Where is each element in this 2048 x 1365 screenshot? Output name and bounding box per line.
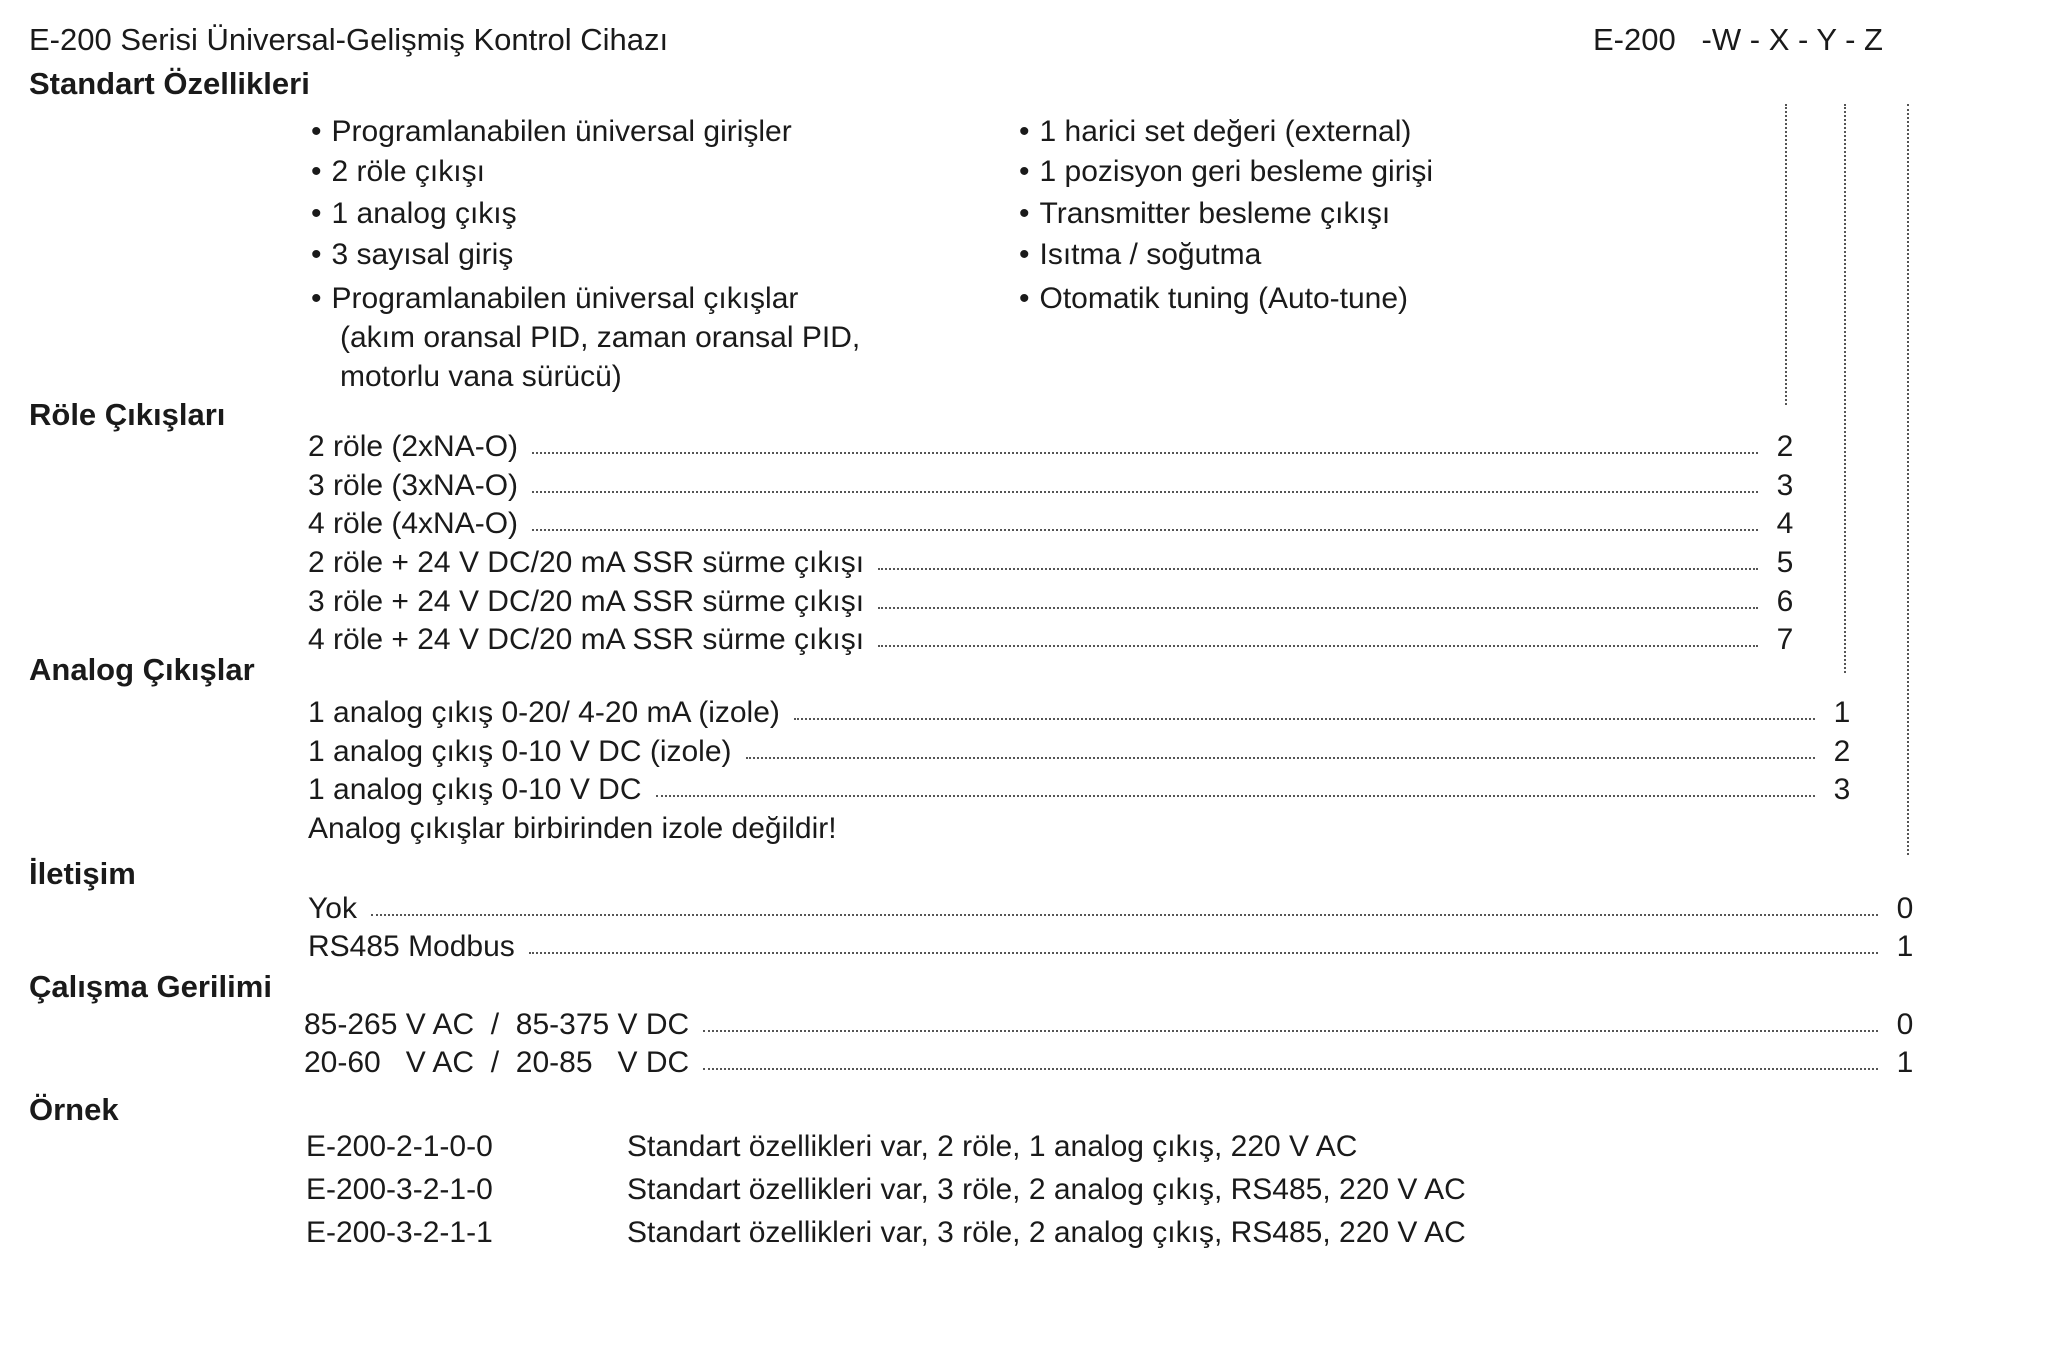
- option-row: 1 analog çıkış 0-10 V DC 3: [308, 772, 1855, 808]
- option-row: 1 analog çıkış 0-20/ 4-20 mA (izole) 1: [308, 695, 1855, 731]
- option-code: 6: [1776, 585, 1794, 618]
- document-title: E-200 Serisi Üniversal-Gelişmiş Kontrol …: [29, 22, 669, 57]
- w-column-guide: [1785, 104, 1787, 405]
- option-code: 4: [1776, 507, 1794, 540]
- option-row: 2 röle + 24 V DC/20 mA SSR sürme çıkışı 5: [308, 545, 1798, 581]
- example-code: E-200-3-2-1-1: [306, 1216, 493, 1249]
- dotted-leader: [370, 914, 1878, 916]
- option-row: 85-265 V AC / 85-375 V DC 0: [304, 1007, 1918, 1043]
- feature-item: 1 analog çıkış: [311, 196, 517, 232]
- option-label: 1 analog çıkış 0-10 V DC (izole): [308, 735, 732, 768]
- option-code: 0: [1896, 1008, 1914, 1041]
- option-row: Yok 0: [308, 891, 1918, 927]
- x-column-guide: [1844, 104, 1846, 673]
- option-code: 1: [1896, 1046, 1914, 1079]
- option-label: Yok: [308, 892, 357, 925]
- option-code: 0: [1896, 892, 1914, 925]
- feature-item: Programlanabilen üniversal girişler: [311, 114, 792, 150]
- dotted-leader: [878, 607, 1758, 609]
- example-code: E-200-3-2-1-0: [306, 1173, 493, 1206]
- option-label: 4 röle (4xNA-O): [308, 507, 519, 540]
- option-row: RS485 Modbus 1: [308, 929, 1918, 965]
- option-code: 2: [1833, 735, 1851, 768]
- option-code: 3: [1776, 469, 1794, 502]
- analog-note: Analog çıkışlar birbirinden izole değild…: [308, 812, 837, 845]
- heading-standard: Standart Özellikleri: [29, 66, 310, 101]
- dotted-leader: [532, 491, 1758, 493]
- feature-item: 1 harici set değeri (external): [1019, 114, 1412, 150]
- option-label: 3 röle (3xNA-O): [308, 469, 519, 502]
- option-code: 5: [1776, 546, 1794, 579]
- feature-item: 3 sayısal giriş: [311, 237, 514, 273]
- option-label: RS485 Modbus: [308, 930, 515, 963]
- option-label: 2 röle + 24 V DC/20 mA SSR sürme çıkışı: [308, 546, 865, 579]
- feature-item: Programlanabilen üniversal çıkışlar: [311, 281, 799, 317]
- example-description: Standart özellikleri var, 3 röle, 2 anal…: [627, 1173, 1466, 1206]
- option-code: 7: [1776, 623, 1794, 656]
- heading-relay: Röle Çıkışları: [29, 397, 226, 432]
- feature-note-line: motorlu vana sürücü): [340, 360, 622, 393]
- option-row: 4 röle + 24 V DC/20 mA SSR sürme çıkışı 7: [308, 622, 1798, 658]
- heading-voltage: Çalışma Gerilimi: [29, 969, 272, 1004]
- example-description: Standart özellikleri var, 3 röle, 2 anal…: [627, 1216, 1466, 1249]
- feature-item: Isıtma / soğutma: [1019, 237, 1262, 273]
- feature-item: 2 röle çıkışı: [311, 154, 485, 190]
- dotted-leader: [532, 529, 1758, 531]
- option-code: 3: [1833, 773, 1851, 806]
- dotted-leader: [528, 952, 1878, 954]
- dotted-leader: [745, 757, 1815, 759]
- dotted-leader: [655, 795, 1815, 797]
- feature-item: Otomatik tuning (Auto-tune): [1019, 281, 1409, 317]
- example-code: E-200-2-1-0-0: [306, 1130, 493, 1163]
- option-row: 4 röle (4xNA-O) 4: [308, 506, 1798, 542]
- example-description: Standart özellikleri var, 2 röle, 1 anal…: [627, 1130, 1358, 1163]
- option-label: 85-265 V AC / 85-375 V DC: [304, 1008, 690, 1041]
- option-label: 1 analog çıkış 0-20/ 4-20 mA (izole): [308, 696, 780, 729]
- order-code-pattern: E-200 -W - X - Y - Z: [1593, 22, 1883, 57]
- option-label: 20-60 V AC / 20-85 V DC: [304, 1046, 690, 1079]
- heading-analog: Analog Çıkışlar: [29, 652, 255, 687]
- heading-example: Örnek: [29, 1092, 119, 1127]
- option-code: 2: [1776, 430, 1794, 463]
- option-code: 1: [1896, 930, 1914, 963]
- dotted-leader: [703, 1068, 1878, 1070]
- option-label: 2 röle (2xNA-O): [308, 430, 519, 463]
- dotted-leader: [793, 718, 1815, 720]
- dotted-leader: [703, 1030, 1878, 1032]
- heading-comm: İletişim: [29, 856, 136, 891]
- dotted-leader: [532, 452, 1758, 454]
- option-row: 3 röle + 24 V DC/20 mA SSR sürme çıkışı 6: [308, 584, 1798, 620]
- option-row: 3 röle (3xNA-O) 3: [308, 468, 1798, 504]
- option-row: 2 röle (2xNA-O) 2: [308, 429, 1798, 465]
- option-label: 4 röle + 24 V DC/20 mA SSR sürme çıkışı: [308, 623, 865, 656]
- option-row: 20-60 V AC / 20-85 V DC 1: [304, 1045, 1918, 1081]
- feature-item: 1 pozisyon geri besleme girişi: [1019, 154, 1434, 190]
- dotted-leader: [878, 645, 1758, 647]
- dotted-leader: [878, 568, 1758, 570]
- feature-item: Transmitter besleme çıkışı: [1019, 196, 1391, 232]
- feature-note-line: (akım oransal PID, zaman oransal PID,: [340, 321, 861, 354]
- option-row: 1 analog çıkış 0-10 V DC (izole) 2: [308, 734, 1855, 770]
- option-label: 1 analog çıkış 0-10 V DC: [308, 773, 642, 806]
- option-code: 1: [1833, 696, 1851, 729]
- option-label: 3 röle + 24 V DC/20 mA SSR sürme çıkışı: [308, 585, 865, 618]
- y-column-guide: [1907, 104, 1909, 855]
